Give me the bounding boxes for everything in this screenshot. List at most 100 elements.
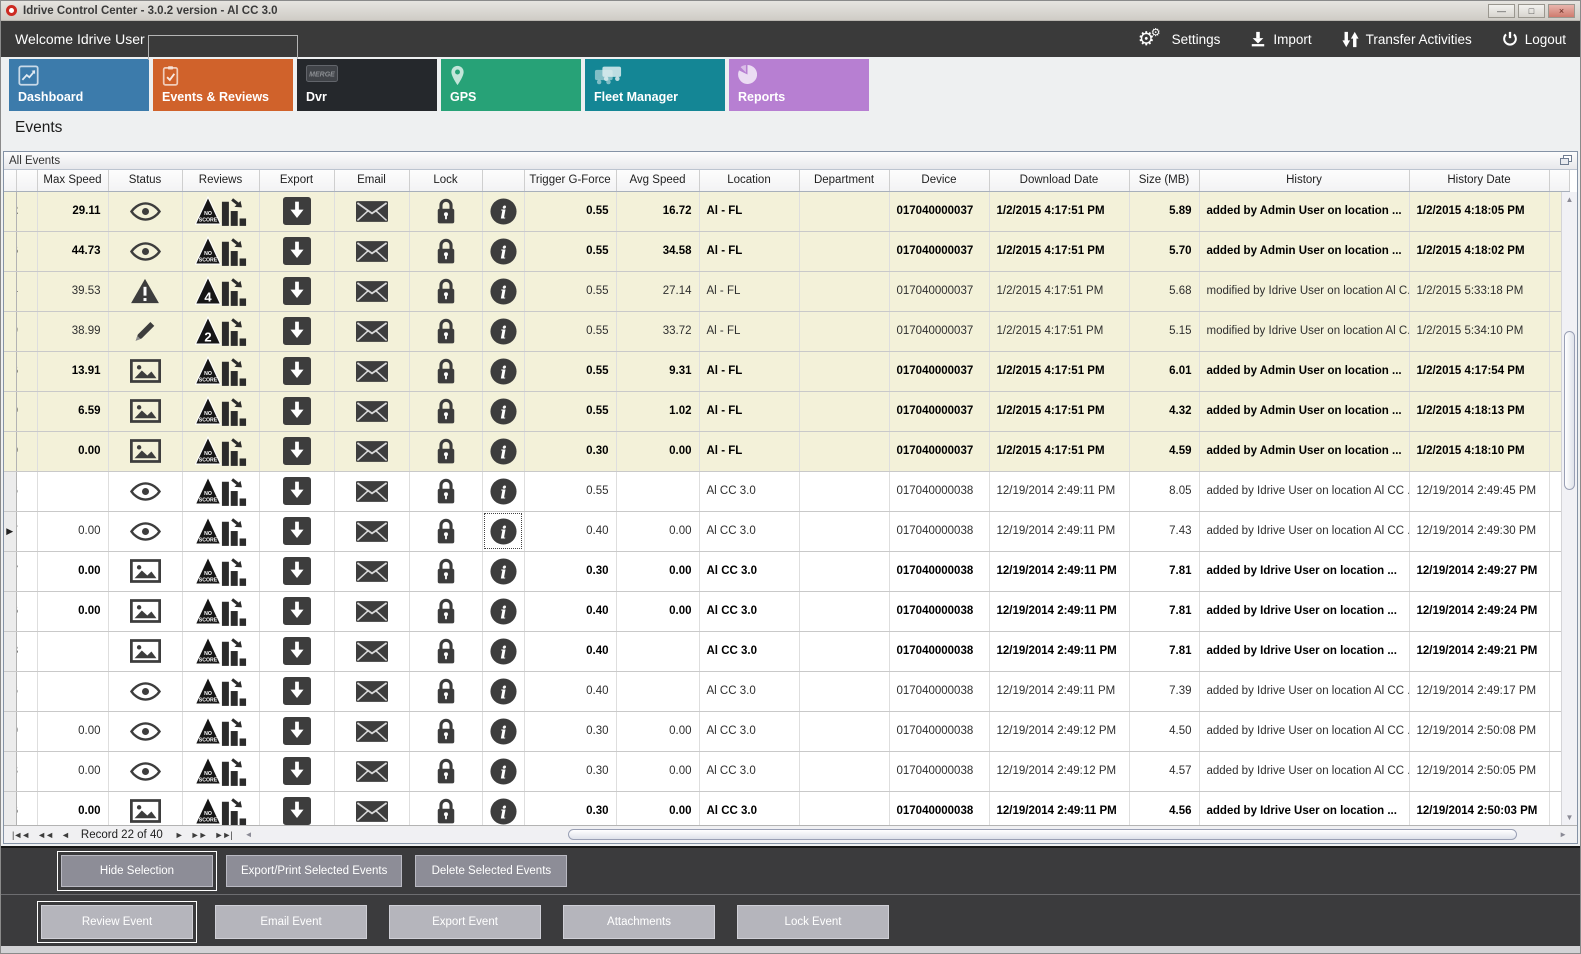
minimize-button[interactable]: — [1488, 3, 1515, 18]
column-header-history[interactable]: History [1199, 170, 1410, 192]
info-icon[interactable]: i [489, 397, 517, 425]
cell-email[interactable] [334, 631, 410, 672]
column-header-info[interactable] [482, 170, 525, 192]
export-icon[interactable] [282, 397, 311, 425]
tab-reports[interactable]: Reports [729, 59, 869, 111]
cell-lock[interactable] [409, 751, 483, 792]
info-icon[interactable]: i [489, 717, 517, 745]
export-icon[interactable] [282, 477, 311, 505]
next-record-button[interactable]: ► [174, 829, 184, 840]
lock-icon[interactable] [435, 197, 457, 225]
cell-info[interactable]: i [482, 631, 525, 672]
lock-icon[interactable] [435, 757, 457, 785]
cell-export[interactable] [259, 711, 335, 752]
cell-export[interactable] [259, 471, 335, 512]
cell-email[interactable] [334, 791, 410, 825]
export-icon[interactable] [282, 517, 311, 545]
email-icon[interactable] [355, 360, 388, 382]
email-icon[interactable] [355, 200, 388, 222]
tab-dashboard[interactable]: Dashboard [9, 59, 149, 111]
prev-record-button[interactable]: ◄ [60, 829, 70, 840]
export-icon[interactable] [282, 357, 311, 385]
column-header-export[interactable]: Export [259, 170, 335, 192]
column-header-filler[interactable] [1549, 170, 1570, 192]
cell-lock[interactable] [409, 591, 483, 632]
lock-icon[interactable] [435, 797, 457, 825]
column-header-email[interactable]: Email [334, 170, 410, 192]
info-icon[interactable]: i [489, 477, 517, 505]
cell-email[interactable] [334, 391, 410, 432]
column-header-device[interactable]: Device [889, 170, 990, 192]
cell-email[interactable] [334, 471, 410, 512]
cell-lock[interactable] [409, 711, 483, 752]
info-icon[interactable]: i [489, 317, 517, 345]
lock-icon[interactable] [435, 637, 457, 665]
cell-email[interactable] [334, 751, 410, 792]
cell-lock[interactable] [409, 631, 483, 672]
cell-info[interactable]: i [482, 511, 525, 552]
cell-email[interactable] [334, 511, 410, 552]
horizontal-scroll-thumb[interactable] [567, 829, 1518, 840]
info-icon[interactable]: i [489, 237, 517, 265]
cascade-windows-icon[interactable] [1560, 155, 1572, 166]
delete-selected-events-button[interactable]: Delete Selected Events [415, 855, 568, 887]
vertical-scrollbar[interactable]: ▲ ▼ [1561, 192, 1577, 825]
column-header-lock[interactable]: Lock [409, 170, 483, 192]
cell-lock[interactable] [409, 791, 483, 825]
transfer-activities-button[interactable]: Transfer Activities [1342, 31, 1472, 48]
cell-email[interactable] [334, 231, 410, 272]
lock-icon[interactable] [435, 677, 457, 705]
column-header-max_speed[interactable]: Max Speed [37, 170, 109, 192]
tab-gps[interactable]: GPS [441, 59, 581, 111]
lock-icon[interactable] [435, 357, 457, 385]
email-icon[interactable] [355, 320, 388, 342]
cell-export[interactable] [259, 551, 335, 592]
info-icon[interactable]: i [489, 797, 517, 825]
info-icon[interactable]: i [489, 357, 517, 385]
cell-info[interactable]: i [482, 431, 525, 472]
cell-export[interactable] [259, 311, 335, 352]
cell-email[interactable] [334, 711, 410, 752]
info-icon[interactable]: i [489, 277, 517, 305]
cell-export[interactable] [259, 631, 335, 672]
column-header-location[interactable]: Location [699, 170, 800, 192]
info-icon[interactable]: i [489, 597, 517, 625]
cell-email[interactable] [334, 311, 410, 352]
column-header-avg_speed[interactable]: Avg Speed [616, 170, 700, 192]
export-icon[interactable] [282, 757, 311, 785]
cell-export[interactable] [259, 431, 335, 472]
settings-button[interactable]: ⚙ ⚙ Settings [1138, 27, 1221, 49]
info-icon[interactable]: i [489, 557, 517, 585]
cell-info[interactable]: i [482, 311, 525, 352]
cell-lock[interactable] [409, 231, 483, 272]
lock-icon[interactable] [435, 717, 457, 745]
lock-icon[interactable] [435, 397, 457, 425]
info-icon[interactable]: i [489, 517, 517, 545]
cell-email[interactable] [334, 671, 410, 712]
cell-info[interactable]: i [482, 591, 525, 632]
column-header-status[interactable]: Status [108, 170, 183, 192]
column-header-review[interactable]: Reviews [182, 170, 260, 192]
review-event-button[interactable]: Review Event [37, 900, 197, 943]
cell-lock[interactable] [409, 191, 483, 232]
lock-icon[interactable] [435, 317, 457, 345]
prev-page-button[interactable]: ◄◄ [37, 829, 54, 840]
column-header-size_mb[interactable]: Size (MB) [1129, 170, 1200, 192]
vertical-scroll-thumb[interactable] [1564, 331, 1575, 490]
export-icon[interactable] [282, 597, 311, 625]
cell-email[interactable] [334, 431, 410, 472]
horizontal-scroll-track[interactable] [255, 828, 1557, 841]
lock-icon[interactable] [435, 477, 457, 505]
info-icon[interactable]: i [489, 637, 517, 665]
info-icon[interactable]: i [489, 197, 517, 225]
email-icon[interactable] [355, 600, 388, 622]
cell-export[interactable] [259, 591, 335, 632]
cell-info[interactable]: i [482, 231, 525, 272]
maximize-button[interactable]: □ [1518, 3, 1545, 18]
